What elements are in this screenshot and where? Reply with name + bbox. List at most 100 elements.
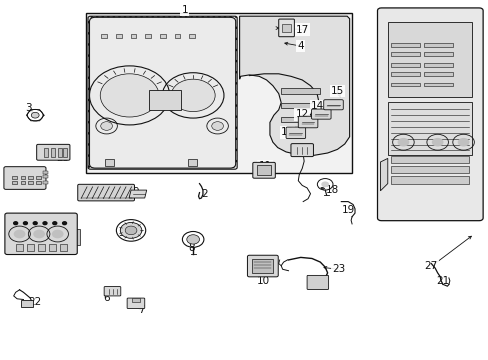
Text: 22: 22 xyxy=(28,297,42,307)
Text: 15: 15 xyxy=(330,86,344,96)
Text: 24: 24 xyxy=(43,235,57,246)
Circle shape xyxy=(33,230,45,238)
Bar xyxy=(390,176,468,184)
Polygon shape xyxy=(239,16,349,156)
Bar xyxy=(20,300,33,307)
Circle shape xyxy=(457,138,468,147)
Bar xyxy=(390,52,419,56)
Circle shape xyxy=(397,138,408,147)
Bar xyxy=(44,148,48,157)
Bar xyxy=(6,229,11,245)
FancyBboxPatch shape xyxy=(89,17,235,168)
Bar xyxy=(174,34,180,38)
Text: 8: 8 xyxy=(188,243,195,253)
Circle shape xyxy=(186,235,199,244)
Bar xyxy=(130,34,136,38)
FancyBboxPatch shape xyxy=(104,287,121,296)
Text: 10: 10 xyxy=(256,276,269,286)
Bar xyxy=(189,34,195,38)
Bar xyxy=(20,181,25,184)
FancyBboxPatch shape xyxy=(247,255,278,277)
Bar xyxy=(49,244,56,251)
Circle shape xyxy=(43,222,47,225)
Text: 14: 14 xyxy=(310,101,324,111)
FancyBboxPatch shape xyxy=(88,16,237,169)
Text: 26: 26 xyxy=(14,179,27,189)
Bar xyxy=(60,244,67,251)
FancyBboxPatch shape xyxy=(377,8,482,221)
Polygon shape xyxy=(129,190,146,198)
Bar xyxy=(12,176,17,179)
FancyBboxPatch shape xyxy=(278,19,294,37)
Bar xyxy=(256,165,271,175)
Bar xyxy=(38,244,45,251)
Text: 23: 23 xyxy=(331,264,345,274)
Bar xyxy=(390,43,419,47)
Bar xyxy=(16,244,23,251)
FancyBboxPatch shape xyxy=(4,167,46,189)
FancyBboxPatch shape xyxy=(78,184,134,201)
Text: 9: 9 xyxy=(132,186,139,197)
Bar xyxy=(160,34,165,38)
Circle shape xyxy=(52,230,63,238)
FancyBboxPatch shape xyxy=(323,100,343,110)
Bar xyxy=(43,171,48,174)
Bar xyxy=(51,148,55,157)
FancyBboxPatch shape xyxy=(285,127,305,139)
Text: 20: 20 xyxy=(294,146,306,156)
Text: 7: 7 xyxy=(138,305,145,315)
Circle shape xyxy=(431,138,443,147)
FancyBboxPatch shape xyxy=(298,116,317,128)
Bar xyxy=(85,13,351,173)
Bar xyxy=(424,43,452,47)
Circle shape xyxy=(31,112,39,118)
Bar xyxy=(390,83,419,86)
Text: 6: 6 xyxy=(103,293,110,303)
Bar xyxy=(281,117,315,122)
Bar xyxy=(58,148,61,157)
Bar xyxy=(387,22,471,97)
Circle shape xyxy=(125,226,137,235)
Circle shape xyxy=(171,79,215,112)
Text: 27: 27 xyxy=(424,261,437,271)
Text: 12: 12 xyxy=(295,109,308,120)
Bar xyxy=(145,34,151,38)
Text: 4: 4 xyxy=(297,41,304,51)
Circle shape xyxy=(53,222,57,225)
Bar xyxy=(424,52,452,56)
Circle shape xyxy=(321,181,328,187)
Bar xyxy=(20,176,25,179)
Bar xyxy=(424,83,452,86)
Bar xyxy=(387,102,471,155)
FancyBboxPatch shape xyxy=(290,144,313,157)
Bar xyxy=(390,156,468,163)
Text: 21: 21 xyxy=(435,276,448,286)
FancyBboxPatch shape xyxy=(306,275,328,289)
Text: 3: 3 xyxy=(25,103,32,113)
Text: 5: 5 xyxy=(118,228,124,238)
Bar xyxy=(36,176,41,179)
Bar xyxy=(27,244,34,251)
Bar xyxy=(281,24,291,32)
Bar xyxy=(75,229,80,245)
Bar xyxy=(105,159,114,166)
Bar xyxy=(252,259,273,273)
Text: 18: 18 xyxy=(325,185,339,195)
Text: 25: 25 xyxy=(56,153,69,163)
Circle shape xyxy=(23,222,27,225)
Text: 2: 2 xyxy=(201,189,207,199)
Bar xyxy=(281,88,320,94)
Circle shape xyxy=(14,222,18,225)
Bar xyxy=(424,63,452,67)
Bar xyxy=(149,90,181,110)
Circle shape xyxy=(62,222,66,225)
Text: 11: 11 xyxy=(258,161,271,171)
Bar xyxy=(28,181,33,184)
Text: 16: 16 xyxy=(90,189,103,199)
FancyBboxPatch shape xyxy=(5,213,77,255)
FancyBboxPatch shape xyxy=(127,298,144,309)
Text: 1: 1 xyxy=(181,5,188,15)
Circle shape xyxy=(14,230,25,238)
Bar xyxy=(28,176,33,179)
FancyBboxPatch shape xyxy=(252,162,275,178)
